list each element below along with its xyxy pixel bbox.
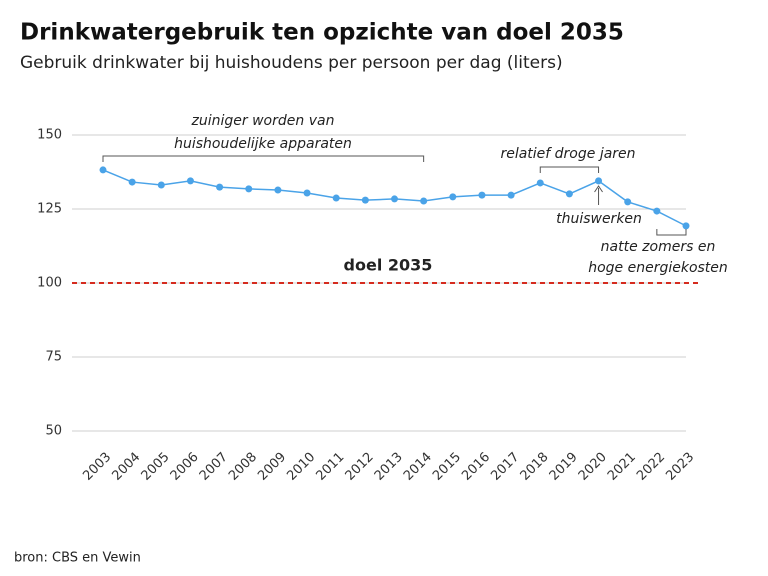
- x-tick-label: 2023: [663, 450, 697, 484]
- x-tick-label: 2021: [605, 450, 639, 484]
- x-tick-label: 2013: [372, 450, 406, 484]
- annotation: thuiswerken: [556, 211, 642, 227]
- x-tick-label: 2009: [255, 450, 289, 484]
- data-point: [361, 196, 369, 204]
- source: bron: CBS en Vewin: [14, 551, 141, 566]
- reference-label: doel 2035: [344, 256, 433, 275]
- x-tick-label: 2010: [284, 450, 318, 484]
- x-tick-label: 2003: [80, 450, 114, 484]
- data-point: [332, 194, 340, 202]
- x-tick-label: 2017: [488, 450, 522, 484]
- annotation-arrow: [594, 185, 603, 205]
- data-point: [565, 190, 573, 198]
- annotation: natte zomers en: [601, 239, 716, 255]
- data-point: [128, 178, 136, 186]
- data-point: [595, 177, 603, 185]
- data-point: [624, 198, 632, 206]
- annotation: relatief droge jaren: [500, 146, 635, 162]
- chart-subtitle: Gebruik drinkwater bij huishoudens per p…: [20, 53, 563, 73]
- data-point: [99, 166, 107, 174]
- annotation-bracket: [539, 166, 600, 173]
- data-point: [391, 195, 398, 203]
- data-point: [478, 191, 486, 199]
- x-tick-label: 2005: [139, 450, 173, 484]
- data-point: [274, 186, 282, 194]
- data-point: [186, 177, 194, 185]
- x-tick-label: 2018: [518, 450, 552, 484]
- data-point: [449, 193, 457, 201]
- y-tick-label: 50: [45, 424, 62, 439]
- data-point: [507, 191, 515, 199]
- y-tick-label: 150: [37, 128, 62, 143]
- annotation: hoge energiekosten: [588, 260, 728, 276]
- data-point: [216, 183, 224, 191]
- data-point: [536, 179, 544, 187]
- data-point: [682, 222, 690, 230]
- y-tick-label: 125: [37, 202, 62, 217]
- x-tick-label: 2004: [109, 450, 143, 484]
- x-tick-label: 2015: [430, 450, 464, 484]
- x-tick-label: 2007: [197, 450, 231, 484]
- x-tick-label: 2006: [168, 450, 202, 484]
- x-tick-label: 2008: [226, 450, 260, 484]
- x-tick-label: 2011: [313, 450, 347, 484]
- x-tick-label: 2016: [459, 450, 493, 484]
- x-tick-label: 2012: [343, 450, 377, 484]
- data-point: [303, 189, 311, 197]
- data-point: [157, 181, 165, 189]
- data-point: [420, 197, 428, 205]
- chart-title: Drinkwatergebruik ten opzichte van doel …: [20, 20, 624, 46]
- x-tick-label: 2019: [547, 450, 581, 484]
- y-tick-label: 75: [45, 350, 62, 365]
- annotation: huishoudelijke apparaten: [174, 136, 352, 152]
- annotation-bracket: [102, 155, 425, 162]
- data-point: [245, 185, 253, 193]
- data-point: [653, 207, 661, 215]
- annotation-bracket: [656, 229, 687, 236]
- x-tick-label: 2022: [634, 450, 668, 484]
- x-tick-label: 2014: [401, 450, 435, 484]
- y-tick-label: 100: [37, 276, 62, 291]
- annotation: zuiniger worden van: [191, 113, 335, 129]
- x-tick-label: 2020: [576, 450, 610, 484]
